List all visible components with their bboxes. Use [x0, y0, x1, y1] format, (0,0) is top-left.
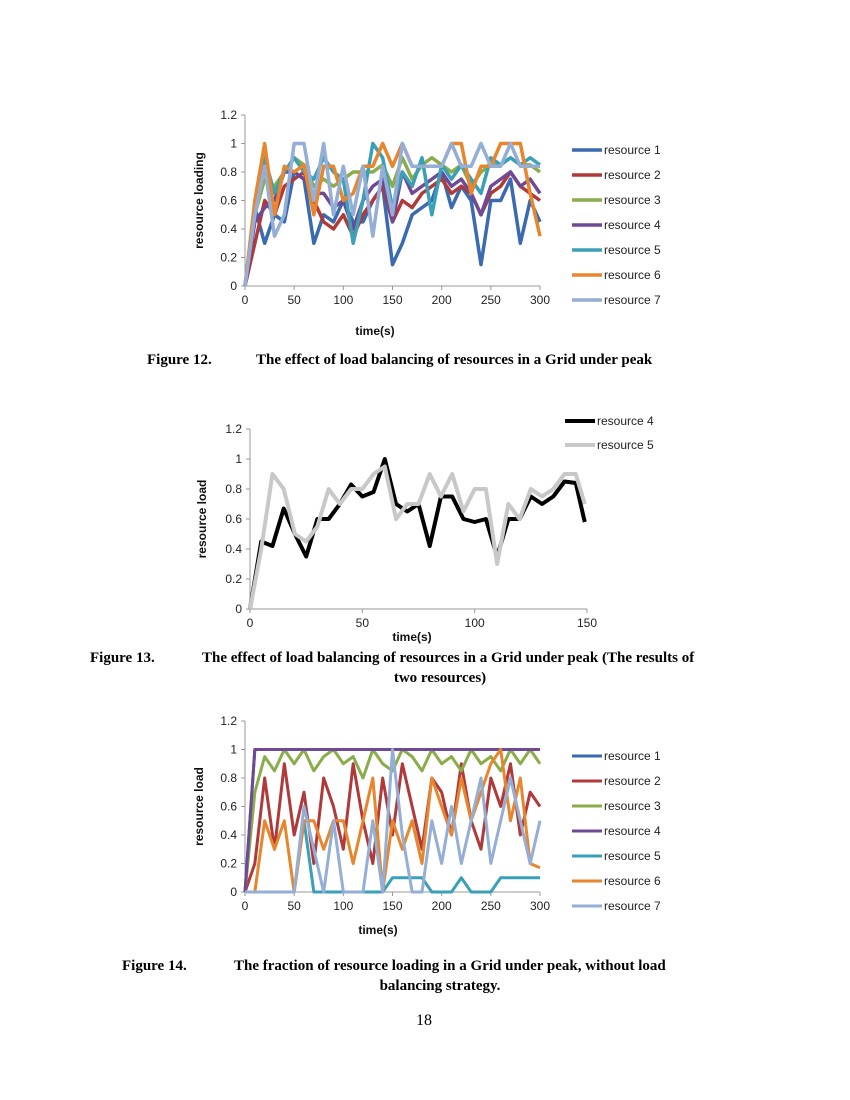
chart14-legend-label: resource 1 [604, 749, 661, 763]
chart13-y-tick-label: 1 [235, 452, 242, 466]
chart14-x-tick-label: 300 [530, 899, 550, 913]
chart14-legend-label: resource 7 [604, 899, 661, 913]
chart12-legend-label: resource 7 [604, 293, 661, 307]
chart12-y-tick-label: 0.8 [220, 165, 237, 179]
chart12-legend-label: resource 2 [604, 168, 661, 182]
chart13-x-tick-label: 150 [577, 616, 597, 630]
chart12-y-tick-label: 1 [230, 137, 237, 151]
chart14-legend-label: resource 5 [604, 849, 661, 863]
chart14-legend-label: resource 2 [604, 774, 661, 788]
chart14-y-tick-label: 0.8 [220, 771, 237, 785]
chart12-y-axis-label: resource loading [192, 152, 206, 249]
chart13-series-resource-4 [248, 457, 587, 610]
chart12-y-tick-label: 0.4 [220, 222, 237, 236]
figure-13-label: Figure 13. [90, 650, 155, 666]
chart12-series-resource-7 [243, 141, 540, 287]
chart13-y-tick-label: 0.2 [225, 572, 242, 586]
chart12-legend-label: resource 5 [604, 243, 661, 257]
chart12-legend-label: resource 1 [604, 143, 661, 157]
chart13-y-tick-label: 0.6 [225, 512, 242, 526]
chart13-x-axis-label: time(s) [392, 630, 431, 644]
chart14-x-tick-label: 0 [242, 899, 249, 913]
chart12-y-tick-label: 1.2 [220, 108, 237, 122]
page-number: 18 [416, 1012, 432, 1029]
chart12-x-tick-label: 0 [242, 293, 249, 307]
chart12-x-tick-label: 250 [481, 293, 501, 307]
chart13-y-axis-label: resource load [195, 480, 209, 559]
chart14-x-axis-label: time(s) [358, 923, 397, 937]
chart13-x-tick-label: 100 [465, 616, 485, 630]
chart14-legend-label: resource 6 [604, 874, 661, 888]
chart14-y-tick-label: 1 [230, 743, 237, 757]
chart12-y-tick-label: 0 [230, 279, 237, 293]
chart12-legend-label: resource 6 [604, 268, 661, 282]
figure-12-label: Figure 12. [147, 352, 212, 368]
chart14-x-tick-label: 250 [481, 899, 501, 913]
chart12-x-tick-label: 50 [287, 293, 301, 307]
chart12-x-tick-label: 200 [432, 293, 452, 307]
chart14-y-tick-label: 0.4 [220, 828, 237, 842]
chart14-series-resource-7 [245, 748, 542, 894]
chart14-y-axis-label: resource load [192, 767, 206, 846]
figure-14-caption-line2: balancing strategy. [379, 978, 501, 994]
chart14-y-tick-label: 0 [230, 885, 237, 899]
chart12-legend-label: resource 3 [604, 193, 661, 207]
chart14-x-tick-label: 150 [382, 899, 402, 913]
figure-13-caption-line2: two resources) [393, 670, 487, 686]
chart13-x-tick-label: 50 [356, 616, 370, 630]
chart13-y-tick-label: 0.4 [225, 542, 242, 556]
chart14-x-tick-label: 200 [432, 899, 452, 913]
figure-14-label: Figure 14. [122, 958, 187, 974]
chart13-y-tick-label: 0.8 [225, 482, 242, 496]
figure-12-caption: The effect of load balancing of resource… [256, 352, 653, 368]
chart14-x-tick-label: 100 [333, 899, 353, 913]
chart13-x-tick-label: 0 [247, 616, 254, 630]
chart13-y-tick-label: 1.2 [225, 422, 242, 436]
chart12-x-tick-label: 300 [530, 293, 550, 307]
chart12-y-tick-label: 0.2 [220, 251, 237, 265]
figure-13-caption-line1: The effect of load balancing of resource… [202, 650, 695, 666]
chart12-y-tick-label: 0.6 [220, 194, 237, 208]
chart13-series-resource-5 [248, 464, 587, 610]
chart14-y-tick-label: 0.2 [220, 857, 237, 871]
chart14-series-resource-2 [243, 762, 542, 893]
chart14-legend-label: resource 3 [604, 799, 661, 813]
chart13-legend-label: resource 4 [597, 414, 654, 428]
figure-14-caption-line1: The fraction of resource loading in a Gr… [234, 958, 666, 974]
chart12-x-tick-label: 150 [382, 293, 402, 307]
chart12-legend-label: resource 4 [604, 218, 661, 232]
chart14-legend-label: resource 4 [604, 824, 661, 838]
chart13-legend-label: resource 5 [597, 438, 654, 452]
chart14-y-tick-label: 0.6 [220, 800, 237, 814]
chart13-y-tick-label: 0 [235, 602, 242, 616]
chart14-x-tick-label: 50 [287, 899, 301, 913]
chart12-x-axis-label: time(s) [355, 324, 394, 338]
chart14-y-tick-label: 1.2 [220, 714, 237, 728]
chart12-x-tick-label: 100 [333, 293, 353, 307]
